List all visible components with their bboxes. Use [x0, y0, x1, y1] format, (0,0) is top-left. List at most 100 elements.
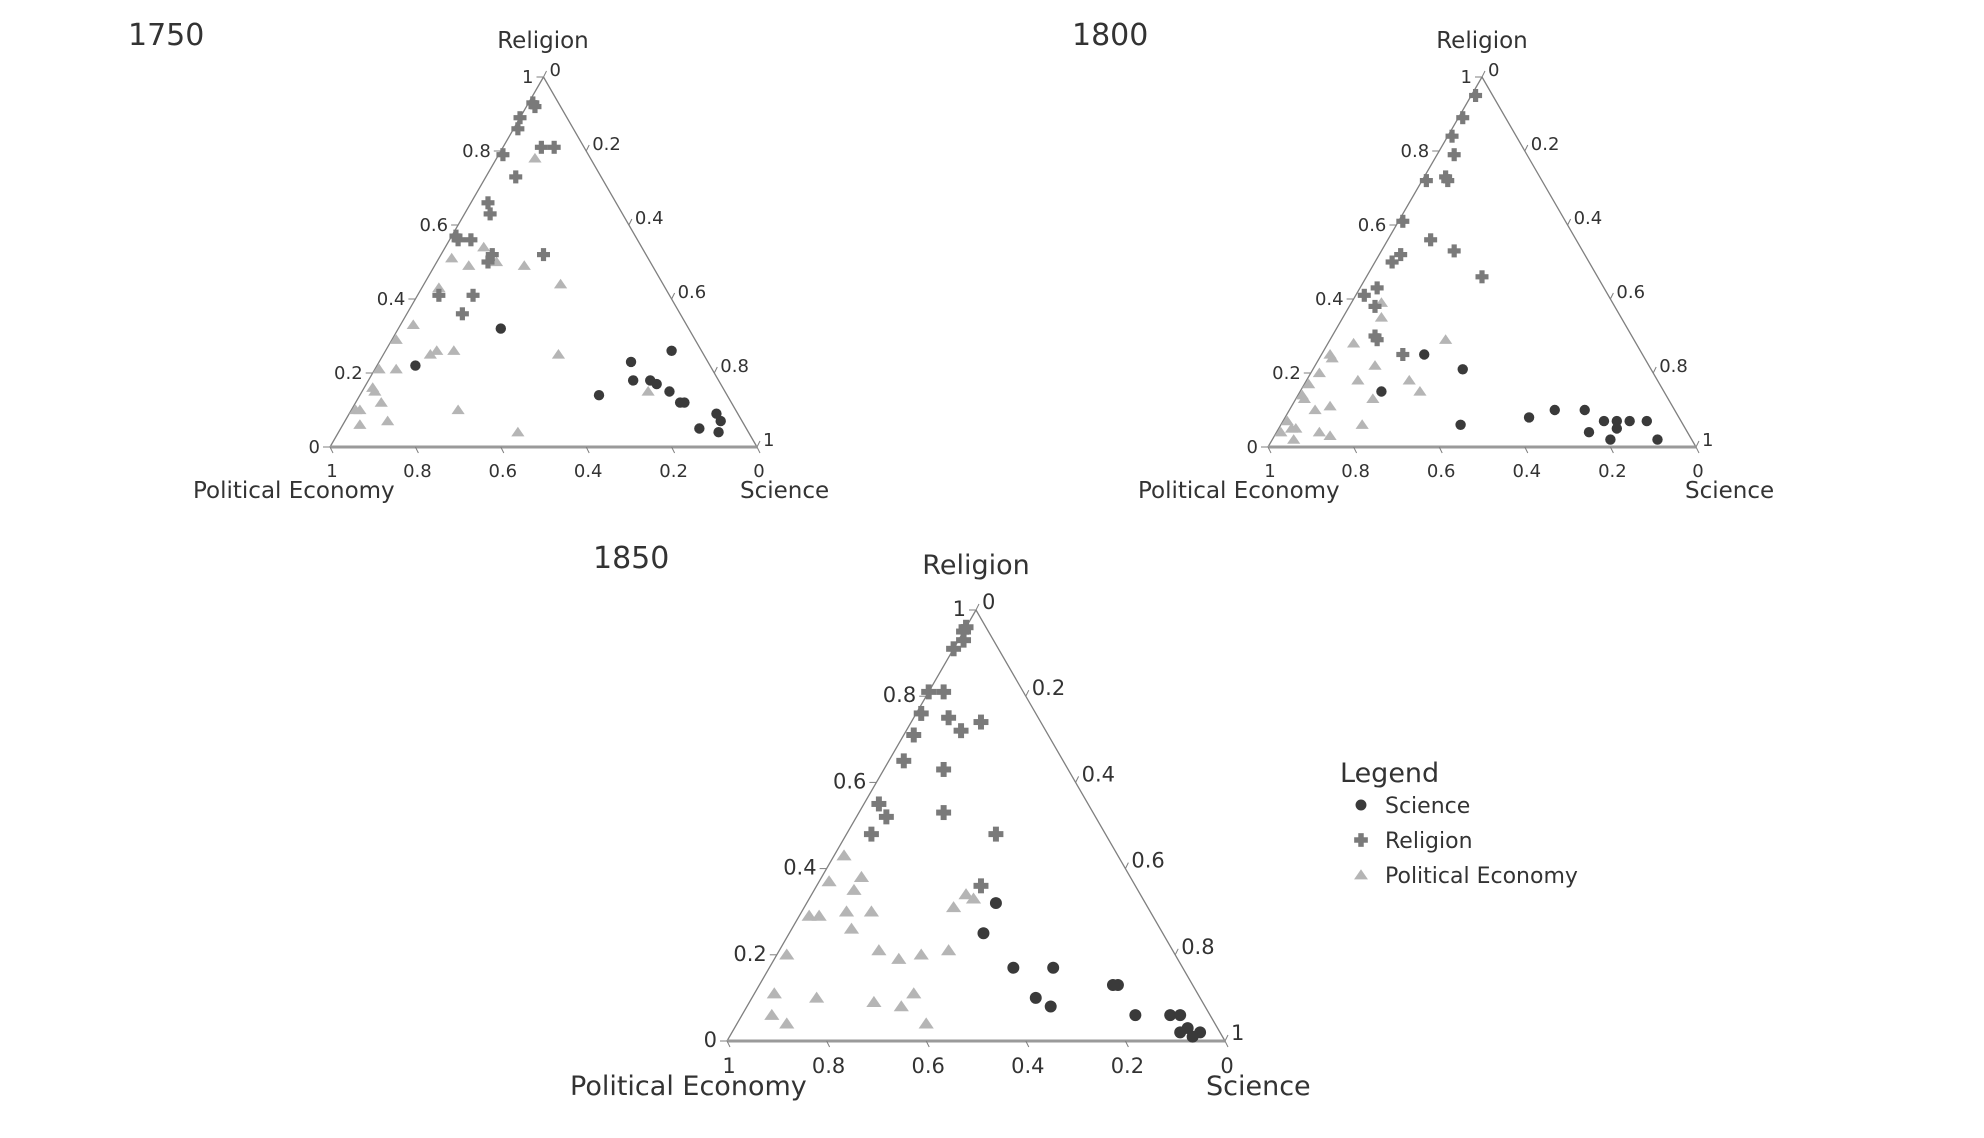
science-tick-label: 0 — [982, 590, 995, 614]
cross-marker-icon — [946, 641, 962, 657]
triangle-marker-icon — [381, 415, 395, 426]
cross-marker-icon — [1469, 89, 1483, 102]
triangle-marker-icon — [1325, 352, 1339, 363]
circle-marker-icon — [989, 897, 1002, 910]
cross-marker-icon — [906, 727, 922, 743]
science-tick-label: 1 — [763, 430, 774, 451]
science-tick-label: 0.2 — [592, 134, 621, 155]
science-tick-label: 0.2 — [1032, 676, 1065, 700]
triangle-marker-icon — [511, 426, 525, 437]
triangle-marker-icon — [1347, 337, 1361, 348]
cross-marker-icon — [496, 148, 510, 162]
circle-marker-icon — [664, 386, 675, 397]
political-economy-tick-label: 0.2 — [1111, 1054, 1144, 1078]
cross-marker-icon — [1370, 281, 1384, 295]
religion-tick-label: 0 — [1247, 437, 1258, 458]
triangle-marker-icon — [906, 987, 922, 999]
triangle-marker-icon — [1351, 374, 1365, 385]
triangle-marker-icon — [477, 241, 491, 252]
triangle-marker-icon — [389, 334, 403, 344]
circle-marker-icon — [679, 397, 690, 408]
left-axis-line — [329, 76, 545, 448]
religion-tick-label: 0.6 — [419, 215, 448, 236]
religion-tick-label: 0.8 — [462, 141, 491, 162]
cross-marker-icon — [432, 288, 446, 302]
right-axis-line — [975, 609, 1226, 1042]
science-tick-label: 0.6 — [1131, 849, 1164, 873]
triangle-marker-icon — [1280, 415, 1294, 426]
axis-ticks: 0 0 0 0.2 0.2 0.2 0.4 0.4 0.4 0.6 0.6 0.6 0.8 0.8 0.8 1… — [704, 590, 1245, 1078]
religion-tick-label: 1 — [1461, 67, 1472, 88]
triangle-marker-icon — [866, 995, 882, 1007]
triangle-marker-icon — [1312, 426, 1326, 437]
political-economy-tick-label: 1 — [326, 461, 337, 482]
ternary-plot-1850: 1850 Religion Political Economy Science … — [570, 541, 1311, 1102]
triangle-marker-icon — [1274, 426, 1288, 437]
cross-marker-icon — [1354, 833, 1368, 847]
triangle-marker-icon — [893, 1000, 909, 1012]
triangle-marker-icon — [1374, 312, 1389, 322]
cross-marker-icon — [1357, 288, 1371, 302]
religion-tick-label: 0.2 — [733, 942, 766, 966]
circle-marker-icon — [1457, 364, 1468, 375]
religion-tick-label: 0.6 — [833, 769, 866, 793]
ternary-plot-1750: 1750 Religion Political Economy Science … — [128, 18, 829, 504]
political-economy-tick-label: 1 — [722, 1054, 735, 1078]
triangle-marker-icon — [1312, 367, 1326, 378]
axis-title-religion: Religion — [497, 28, 589, 54]
political-economy-tick-label: 0.4 — [574, 461, 603, 482]
triangle-marker-icon — [374, 397, 388, 407]
cross-marker-icon — [863, 826, 879, 842]
axis-title-science: Science — [1206, 1071, 1311, 1102]
triangle-marker-icon — [941, 944, 957, 956]
triangle-marker-icon — [1402, 374, 1416, 385]
axis-ticks: 0 0 0 0.2 0.2 0.2 0.4 0.4 0.4 0.6 0.6 0.6 0.8 0.8 0.8 1… — [309, 60, 775, 482]
cross-marker-icon — [513, 111, 527, 125]
science-tick-label: 0 — [1488, 60, 1499, 81]
cross-marker-icon — [896, 753, 912, 769]
cross-marker-icon — [1445, 129, 1459, 143]
ternary-plot-1800: 1800 Religion Political Economy Science … — [1072, 18, 1774, 504]
cross-marker-icon — [481, 196, 495, 210]
cross-marker-icon — [481, 255, 495, 269]
triangle-marker-icon — [368, 386, 382, 396]
religion-tick-label: 0.2 — [334, 363, 363, 384]
circle-marker-icon — [1044, 1000, 1057, 1013]
triangle-marker-icon — [1354, 869, 1368, 880]
circle-marker-icon — [1605, 434, 1616, 445]
science-tick-label: 0.4 — [635, 208, 664, 229]
triangle-marker-icon — [553, 278, 568, 289]
cross-marker-icon — [1354, 833, 1368, 847]
cross-marker-icon — [1396, 348, 1410, 361]
circle-marker-icon — [495, 323, 506, 334]
right-axis-line — [1481, 76, 1697, 448]
circle-marker-icon — [977, 927, 990, 940]
cross-marker-icon — [537, 248, 550, 262]
circle-marker-icon — [1455, 419, 1466, 430]
circle-marker-icon — [1549, 404, 1560, 416]
political-economy-tick-label: 0.4 — [1011, 1054, 1044, 1078]
legend-title: Legend — [1340, 758, 1439, 789]
circle-marker-icon — [1174, 1009, 1187, 1022]
triangle-marker-icon — [1287, 434, 1301, 444]
cross-marker-icon — [1396, 214, 1410, 228]
triangle-marker-icon — [871, 944, 887, 956]
cross-marker-icon — [878, 809, 894, 825]
religion-tick-label: 0 — [309, 437, 320, 458]
religion-tick-label: 0 — [704, 1028, 717, 1052]
triangle-marker-icon — [517, 260, 531, 270]
axis-title-science: Science — [1685, 478, 1774, 504]
circle-marker-icon — [1641, 415, 1652, 427]
circle-marker-icon — [1652, 434, 1663, 445]
circle-marker-icon — [1598, 415, 1610, 427]
science-tick-label: 0.6 — [1616, 282, 1645, 303]
axis-title-science: Science — [740, 478, 829, 504]
triangle-marker-icon — [821, 875, 837, 887]
cross-marker-icon — [547, 140, 561, 154]
plot-title: 1800 — [1072, 18, 1148, 53]
triangle-marker-icon — [1323, 400, 1337, 411]
circle-marker-icon — [1186, 1030, 1199, 1043]
cross-marker-icon — [1370, 333, 1384, 347]
triangle-marker-icon — [891, 952, 907, 964]
religion-tick-label: 0.2 — [1272, 363, 1301, 384]
